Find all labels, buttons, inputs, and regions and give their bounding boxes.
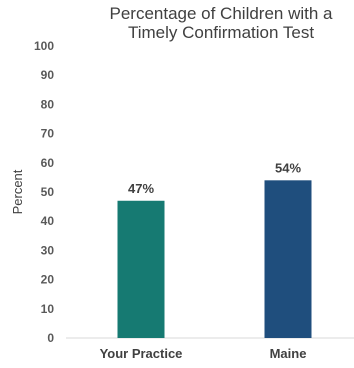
chart-title-line: Timely Confirmation Test [128,23,314,42]
y-tick-label: 30 [41,243,55,257]
y-tick-label: 20 [41,273,55,287]
y-tick-label: 0 [47,331,54,345]
y-tick-label: 100 [34,39,54,53]
y-tick-label: 10 [41,302,55,316]
bars [117,180,312,338]
y-tick-label: 80 [41,97,55,111]
chart-title-line: Percentage of Children with a [109,4,333,23]
y-axis-label: Percent [10,169,25,214]
data-label: 47% [128,181,154,196]
data-labels: 47% 54% [128,160,301,195]
bar [117,200,165,338]
y-tick-label: 90 [41,68,55,82]
x-tick-label: Your Practice [100,346,183,361]
y-tick-label: 40 [41,214,55,228]
data-label: 54% [275,160,301,175]
x-axis-ticks: Your Practice Maine [100,346,307,361]
y-axis-label-group: Percent [10,169,25,214]
y-tick-label: 50 [41,185,55,199]
y-axis-ticks: 0 10 20 30 40 50 60 70 80 90 100 [34,39,54,345]
y-tick-label: 70 [41,127,55,141]
bar [264,180,312,338]
y-tick-label: 60 [41,156,55,170]
x-tick-label: Maine [270,346,307,361]
